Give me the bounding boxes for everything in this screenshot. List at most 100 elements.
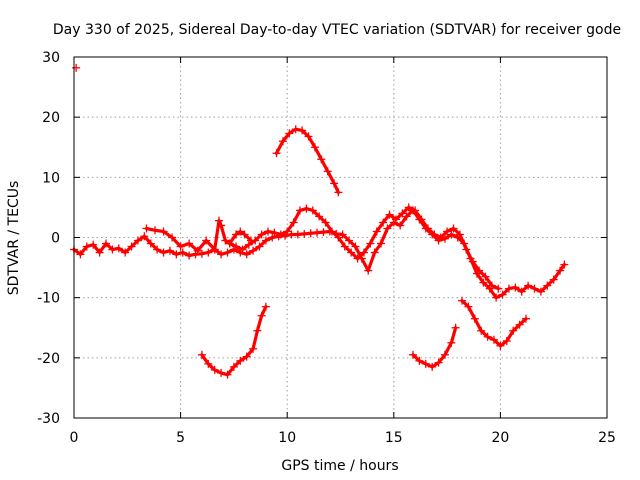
- data-point: [411, 206, 420, 215]
- data-point: [142, 224, 151, 233]
- data-point: [475, 266, 484, 275]
- data-point: [521, 314, 530, 323]
- data-point: [440, 234, 449, 243]
- data-point: [221, 236, 230, 245]
- series-track-right-low: [458, 296, 530, 350]
- data-point: [185, 251, 194, 260]
- data-point: [204, 248, 213, 257]
- data-point: [283, 227, 292, 236]
- data-point: [334, 233, 343, 242]
- data-point: [151, 226, 160, 235]
- data-point: [168, 233, 177, 242]
- data-point: [417, 215, 426, 224]
- data-point: [415, 356, 424, 365]
- data-point: [295, 206, 304, 215]
- data-point: [253, 326, 262, 335]
- data-point: [238, 245, 247, 254]
- data-point: [108, 245, 117, 254]
- data-point: [278, 137, 287, 146]
- data-point: [133, 236, 142, 245]
- data-point: [338, 230, 347, 239]
- data-point: [402, 212, 411, 221]
- axis-ticks: 0 5 10 15 20 25 -30 -20 -10 0 10 20 30: [37, 50, 616, 446]
- series-track-left-cluster: [142, 216, 255, 255]
- series-track-arc-mid-low: [408, 323, 460, 371]
- data-point: [214, 216, 223, 225]
- data-point: [101, 239, 110, 248]
- data-point: [197, 249, 206, 258]
- data-point: [223, 370, 232, 379]
- data-point: [315, 212, 324, 221]
- data-point: [261, 236, 270, 245]
- data-point: [257, 311, 266, 320]
- data-point: [291, 125, 300, 134]
- data-point: [321, 218, 330, 227]
- data-point: [487, 281, 496, 290]
- data-point: [121, 248, 130, 257]
- data-point: [204, 359, 213, 368]
- data-point: [242, 250, 251, 259]
- data-point: [340, 242, 349, 251]
- data-point: [276, 230, 285, 239]
- data-point: [223, 248, 232, 257]
- chart-title: Day 330 of 2025, Sidereal Day-to-day VTE…: [53, 22, 621, 38]
- data-point: [285, 129, 294, 138]
- data-point: [197, 350, 206, 359]
- data-point: [366, 239, 375, 248]
- data-point: [229, 362, 238, 371]
- data-point: [270, 228, 279, 237]
- series-track-arc-left-low: [197, 302, 270, 379]
- data-point: [504, 284, 513, 293]
- data-point: [447, 338, 456, 347]
- data-point: [462, 245, 471, 254]
- data-point: [481, 272, 490, 281]
- data-point: [193, 246, 202, 255]
- data-point: [327, 227, 336, 236]
- y-tick-label: -30: [37, 411, 60, 427]
- data-point: [458, 296, 467, 305]
- data-point: [165, 246, 174, 255]
- x-tick-label: 5: [176, 430, 185, 446]
- data-point: [449, 224, 458, 233]
- data-point: [217, 250, 226, 259]
- plot-frame: [73, 56, 608, 419]
- data-point: [494, 284, 503, 293]
- data-point: [236, 227, 245, 236]
- data-point: [351, 242, 360, 251]
- data-point: [127, 242, 136, 251]
- data-point: [302, 204, 311, 213]
- data-point: [323, 167, 332, 176]
- data-point: [249, 246, 258, 255]
- data-point: [490, 335, 499, 344]
- data-point: [383, 224, 392, 233]
- data-point: [232, 230, 241, 239]
- data-point: [82, 242, 91, 251]
- data-point: [225, 239, 234, 248]
- data-point: [398, 209, 407, 218]
- data-point: [434, 358, 443, 367]
- x-tick-label: 25: [598, 430, 616, 446]
- data-point: [430, 230, 439, 239]
- data-point: [317, 155, 326, 164]
- data-point: [479, 278, 488, 287]
- data-point: [232, 242, 241, 251]
- data-point: [255, 242, 264, 251]
- data-point: [178, 248, 187, 257]
- data-point: [536, 287, 545, 296]
- data-point: [185, 239, 194, 248]
- data-point: [404, 203, 413, 212]
- data-point: [477, 326, 486, 335]
- data-point: [114, 244, 123, 253]
- data-point: [470, 314, 479, 323]
- data-point: [560, 260, 569, 269]
- data-point: [511, 283, 520, 292]
- y-tick-label: 0: [51, 231, 60, 247]
- y-tick-label: 30: [42, 50, 60, 66]
- data-point: [440, 350, 449, 359]
- data-point: [159, 227, 168, 236]
- data-point: [464, 302, 473, 311]
- data-point: [217, 221, 226, 230]
- data-point: [377, 239, 386, 248]
- data-point: [289, 218, 298, 227]
- data-point: [345, 236, 354, 245]
